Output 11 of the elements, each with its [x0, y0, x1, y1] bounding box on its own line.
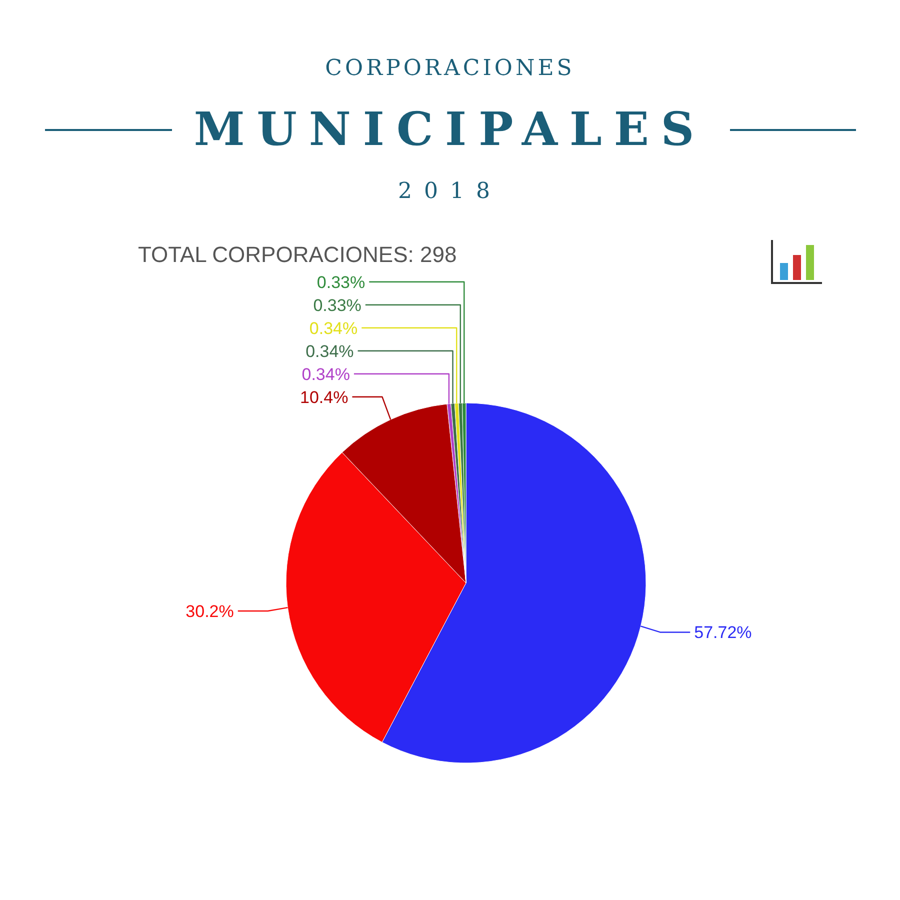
data-label: 0.34%	[302, 364, 350, 384]
data-label: 10.4%	[300, 388, 348, 407]
data-label: 0.33%	[316, 272, 366, 292]
data-label: 0.34%	[309, 318, 358, 338]
chart-subtitle: 2018	[398, 179, 502, 204]
data-label: 0.33%	[313, 296, 362, 315]
data-label: 30.2%	[186, 602, 234, 621]
data-label: 0.34%	[306, 342, 354, 361]
chart-title: CORPORACIONES MUNICIPALES	[194, 56, 706, 156]
data-label: 57.72%	[694, 623, 752, 642]
text: TOTAL CORPORACIONES: 298	[138, 242, 457, 267]
